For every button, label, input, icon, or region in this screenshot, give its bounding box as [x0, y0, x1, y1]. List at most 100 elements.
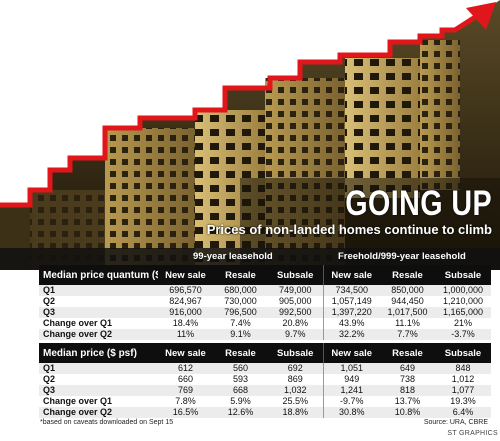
table-cell: 944,450: [380, 296, 435, 307]
table-cell: 1,017,500: [380, 307, 435, 318]
table-row: Q1 612 560 692 1,051 649 848: [39, 363, 491, 374]
table-cell: -9.7%: [322, 396, 380, 407]
table-cell: 730,000: [213, 296, 268, 307]
table-cell: 1,032: [268, 385, 323, 396]
table-cell: 738: [380, 374, 435, 385]
quantum-title: Median price quantum ($): [39, 265, 158, 285]
table-cell: 1,210,000: [435, 296, 491, 307]
row-label: Q2: [39, 296, 158, 307]
col-header: New sale: [158, 343, 213, 363]
table-cell: 18.8%: [268, 407, 323, 418]
graphics-credit: ST GRAPHICS: [447, 430, 498, 437]
table-cell: 612: [158, 363, 213, 374]
col-header: New sale: [322, 265, 380, 285]
table-row: Change over Q1 7.8% 5.9% 25.5% -9.7% 13.7% 19.…: [39, 396, 491, 407]
table-row: Change over Q2 16.5% 12.6% 18.8% 30.8% 10.8% 6…: [39, 407, 491, 418]
table-cell: 848: [435, 363, 491, 374]
col-header: New sale: [322, 343, 380, 363]
arrow-head: [466, 2, 496, 30]
psf-header-row: Median price ($ psf) New sale Resale Sub…: [39, 343, 491, 363]
table-cell: 749,000: [268, 285, 323, 296]
table-cell: 43.9%: [322, 318, 380, 329]
buildings-illustration: [0, 0, 500, 270]
table-cell: 19.3%: [435, 396, 491, 407]
table-cell: 11%: [158, 329, 213, 340]
table-cell: 824,967: [158, 296, 213, 307]
table-cell: 734,500: [322, 285, 380, 296]
table-cell: 660: [158, 374, 213, 385]
table-cell: 692: [268, 363, 323, 374]
table-cell: 905,000: [268, 296, 323, 307]
table-cell: 818: [380, 385, 435, 396]
table-cell: 10.8%: [380, 407, 435, 418]
table-cell: 668: [213, 385, 268, 396]
row-label: Change over Q2: [39, 407, 158, 418]
psf-table: Median price ($ psf) New sale Resale Sub…: [39, 343, 491, 418]
rising-arrow: [0, 11, 482, 208]
table-cell: 6.4%: [435, 407, 491, 418]
col-header: New sale: [158, 265, 213, 285]
table-cell: 916,000: [158, 307, 213, 318]
table-cell: 13.7%: [380, 396, 435, 407]
footnote: *based on caveats downloaded on Sept 15: [40, 419, 174, 426]
quantum-table: Median price quantum ($) New sale Resale…: [39, 265, 491, 340]
row-label: Change over Q1: [39, 318, 158, 329]
table-cell: 7.7%: [380, 329, 435, 340]
col-header: Resale: [380, 343, 435, 363]
table-cell: 7.4%: [213, 318, 268, 329]
table-cell: 21%: [435, 318, 491, 329]
table-cell: 1,241: [322, 385, 380, 396]
table-cell: 12.6%: [213, 407, 268, 418]
table-cell: 869: [268, 374, 323, 385]
row-label: Change over Q1: [39, 396, 158, 407]
table-row: Q2 660 593 869 949 738 1,012: [39, 374, 491, 385]
col-header: Resale: [213, 265, 268, 285]
table-cell: 7.8%: [158, 396, 213, 407]
table-row: Q3 916,000 796,500 992,500 1,397,220 1,017,50…: [39, 307, 491, 318]
table-row: Q3 769 668 1,032 1,241 818 1,077: [39, 385, 491, 396]
col-header: Resale: [380, 265, 435, 285]
subheadline: Prices of non-landed homes continue to c…: [206, 222, 492, 237]
col-header: Subsale: [435, 343, 491, 363]
row-label: Q1: [39, 285, 158, 296]
table-cell: 649: [380, 363, 435, 374]
table-cell: 1,051: [322, 363, 380, 374]
table-cell: 1,057,149: [322, 296, 380, 307]
row-label: Q2: [39, 374, 158, 385]
table-cell: -3.7%: [435, 329, 491, 340]
row-label: Q3: [39, 307, 158, 318]
table-cell: 796,500: [213, 307, 268, 318]
table-cell: 11.1%: [380, 318, 435, 329]
table-cell: 949: [322, 374, 380, 385]
table-row: Q2 824,967 730,000 905,000 1,057,149 944,450 1…: [39, 296, 491, 307]
table-cell: 1,077: [435, 385, 491, 396]
row-label: Q1: [39, 363, 158, 374]
col-header: Subsale: [435, 265, 491, 285]
table-cell: 850,000: [380, 285, 435, 296]
table-cell: 769: [158, 385, 213, 396]
psf-title: Median price ($ psf): [39, 343, 158, 363]
headline: GOING UP: [345, 184, 492, 223]
table-cell: 696,570: [158, 285, 213, 296]
row-label: Change over Q2: [39, 329, 158, 340]
table-cell: 20.8%: [268, 318, 323, 329]
table-cell: 18.4%: [158, 318, 213, 329]
table-cell: 593: [213, 374, 268, 385]
table-cell: 680,000: [213, 285, 268, 296]
table-row: Q1 696,570 680,000 749,000 734,500 850,000 1,0…: [39, 285, 491, 296]
col-header: Subsale: [268, 265, 323, 285]
table-cell: 9.1%: [213, 329, 268, 340]
row-label: Q3: [39, 385, 158, 396]
table-cell: 992,500: [268, 307, 323, 318]
table-cell: 16.5%: [158, 407, 213, 418]
col-header: Resale: [213, 343, 268, 363]
source-note: Source: URA, CBRE: [423, 419, 488, 426]
group-leasehold-label: 99-year leasehold: [193, 251, 273, 262]
table-cell: 560: [213, 363, 268, 374]
quantum-header-row: Median price quantum ($) New sale Resale…: [39, 265, 491, 285]
table-row: Change over Q1 18.4% 7.4% 20.8% 43.9% 11.1% 21…: [39, 318, 491, 329]
table-cell: 32.2%: [322, 329, 380, 340]
table-cell: 1,012: [435, 374, 491, 385]
table-cell: 30.8%: [322, 407, 380, 418]
table-row: Change over Q2 11% 9.1% 9.7% 32.2% 7.7% -3.7%: [39, 329, 491, 340]
